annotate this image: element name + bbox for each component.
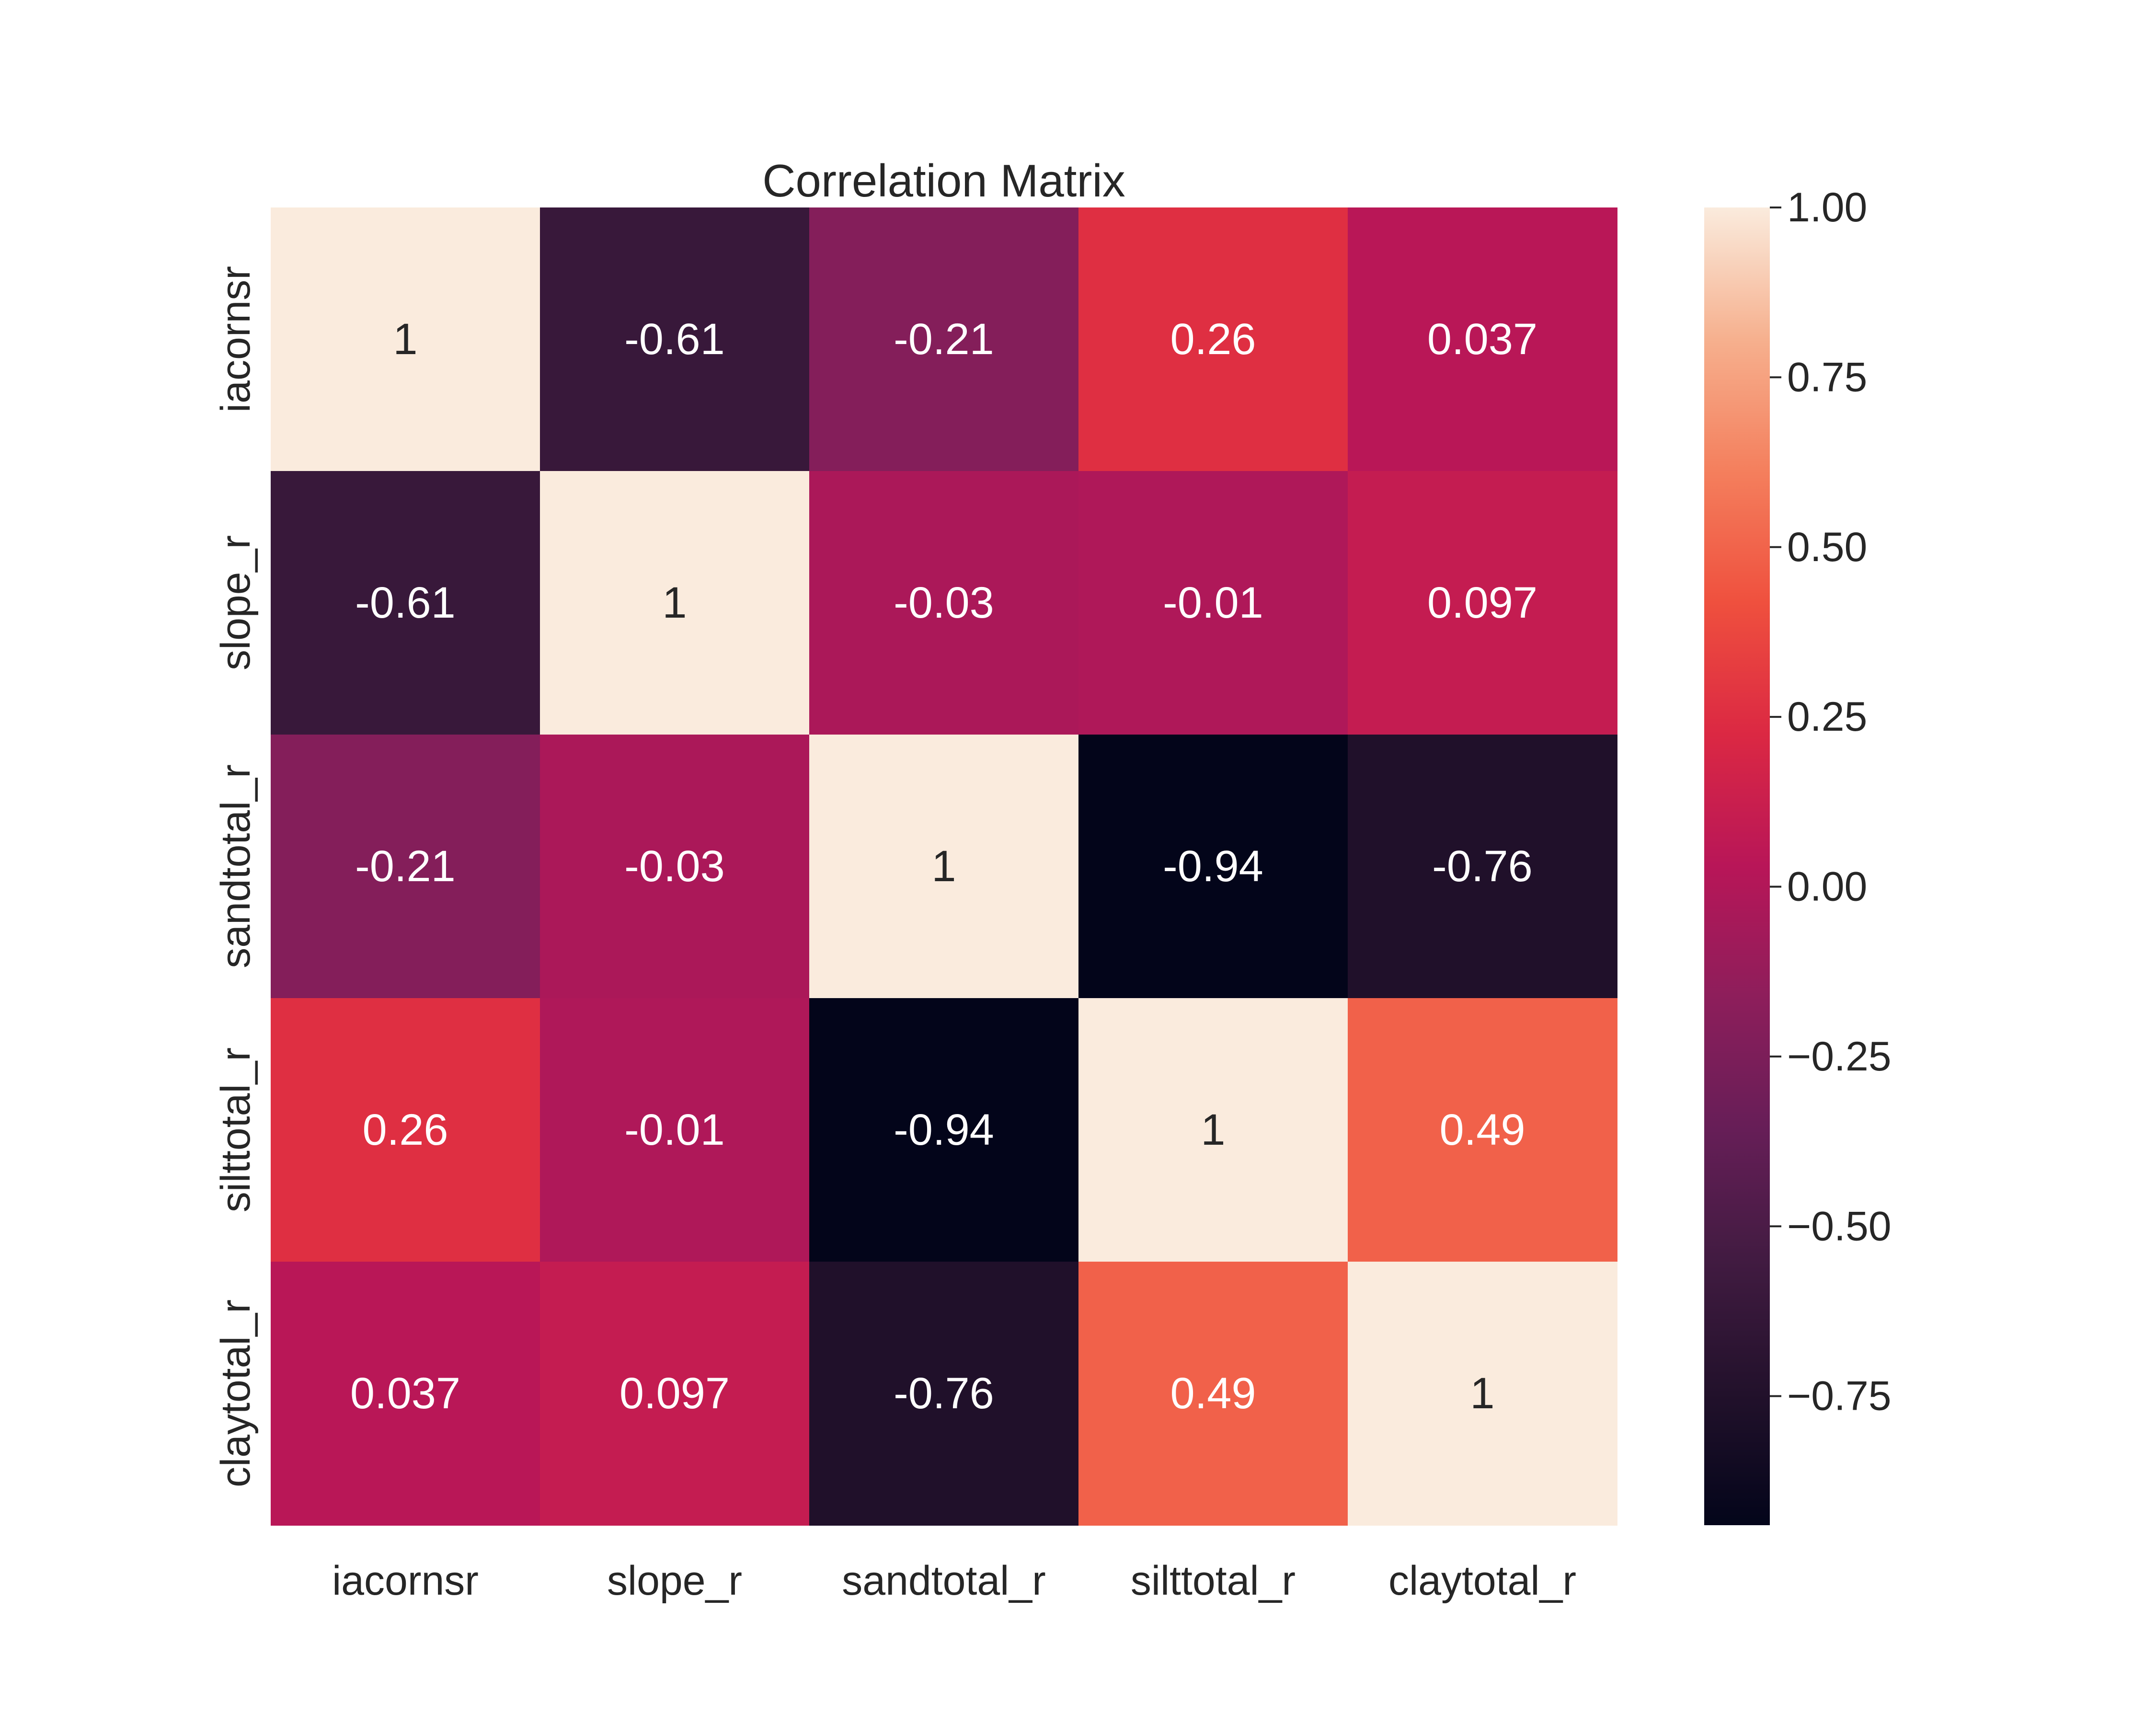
y-tick-label: claytotal_r [213, 1300, 259, 1487]
heatmap-cell-label: -0.21 [355, 842, 456, 891]
heatmap-cell [1078, 1262, 1348, 1526]
heatmap-cell [540, 207, 810, 472]
heatmap-cell [1348, 471, 1617, 735]
x-tick-label: silttotal_r [1131, 1558, 1296, 1604]
heatmap-cell [271, 1262, 540, 1526]
colorbar-tick-label: −0.75 [1787, 1373, 1892, 1419]
heatmap-cell-label: -0.01 [624, 1105, 725, 1154]
colorbar-tick-label: 0.25 [1787, 694, 1867, 740]
heatmap-cell-label: 0.26 [362, 1105, 448, 1154]
heatmap-cell-label: 1 [393, 315, 417, 364]
colorbar: 1.00 0.75 0.50 0.25 0.00 −0.25 −0.50 −0.75 [1704, 184, 1892, 1525]
heatmap-cell [1078, 207, 1348, 472]
x-tick-label: slope_r [607, 1558, 742, 1604]
y-tick-label: silttotal_r [213, 1047, 259, 1212]
heatmap-cell [1348, 735, 1617, 999]
colorbar-tick-label: 0.50 [1787, 524, 1867, 570]
heatmap-cell-label: 0.49 [1439, 1105, 1525, 1154]
heatmap-cell [540, 1262, 810, 1526]
heatmap-cell [1348, 207, 1617, 472]
heatmap-cell-label: -0.03 [624, 842, 725, 891]
heatmap-cell [540, 735, 810, 999]
y-tick-label: sandtotal_r [213, 764, 259, 968]
heatmap-cell-label: -0.61 [355, 578, 456, 627]
heatmap-cell [271, 735, 540, 999]
heatmap-cell [540, 471, 810, 735]
heatmap-cell [809, 207, 1079, 472]
heatmap-cell [809, 1262, 1079, 1526]
heatmap-cell-label: 0.097 [1427, 578, 1537, 627]
heatmap-cell-label: 0.097 [619, 1369, 730, 1418]
colorbar-tick-label: 1.00 [1787, 184, 1867, 230]
colorbar-tick-label: −0.25 [1787, 1034, 1892, 1080]
heatmap-cell-label: -0.94 [894, 1105, 994, 1154]
heatmap-cell-label: -0.76 [1432, 842, 1533, 891]
heatmap-cell-label: 1 [1470, 1369, 1494, 1418]
colorbar-tick-label: −0.50 [1787, 1203, 1892, 1249]
colorbar-ticks: 1.00 0.75 0.50 0.25 0.00 −0.25 −0.50 −0.75 [1770, 184, 1892, 1419]
heatmap-cell-label: -0.01 [1163, 578, 1263, 627]
x-tick-label: sandtotal_r [842, 1558, 1046, 1604]
heatmap-cell [271, 471, 540, 735]
heatmap-cell [271, 207, 540, 472]
heatmap-cell [809, 471, 1079, 735]
x-axis-tick-labels: iacornsr slope_r sandtotal_r silttotal_r cla… [332, 1558, 1576, 1604]
heatmap-cell [540, 998, 810, 1262]
heatmap-cell-labels: 1 -0.61 -0.21 0.26 0.037 -0.61 1 -0.03 -0.01 0.09… [350, 315, 1537, 1418]
heatmap-cell-label: 1 [931, 842, 956, 891]
heatmap-cell [1078, 998, 1348, 1262]
x-tick-label: iacornsr [332, 1558, 479, 1604]
heatmap-cell [1078, 471, 1348, 735]
heatmap-cell [271, 998, 540, 1262]
colorbar-gradient [1704, 207, 1770, 1525]
heatmap-cell-label: 1 [662, 578, 687, 627]
heatmap-cell-label: -0.94 [1163, 842, 1263, 891]
heatmap-cell-label: 0.49 [1170, 1369, 1256, 1418]
x-tick-label: claytotal_r [1388, 1558, 1576, 1604]
heatmap-cell-label: -0.03 [894, 578, 994, 627]
heatmap-cell [809, 735, 1079, 999]
heatmap-cell-label: -0.76 [894, 1369, 994, 1418]
heatmap-cell-label: 0.037 [1427, 315, 1537, 364]
y-tick-label: iacornsr [213, 266, 259, 413]
heatmap-cell-label: -0.61 [624, 315, 725, 364]
heatmap-cell [809, 998, 1079, 1262]
heatmap-cell [1348, 1262, 1617, 1526]
chart-title: Correlation Matrix [762, 155, 1125, 207]
heatmap-cell-label: 0.26 [1170, 315, 1256, 364]
heatmap-cell [1078, 735, 1348, 999]
y-tick-label: slope_r [213, 535, 259, 670]
colorbar-tick-label: 0.75 [1787, 354, 1867, 400]
heatmap-cell-label: 1 [1201, 1105, 1225, 1154]
heatmap-cell-label: 0.037 [350, 1369, 460, 1418]
y-axis-tick-labels: iacornsr slope_r sandtotal_r silttotal_rcla… [213, 266, 259, 1487]
colorbar-tick-label: 0.00 [1787, 864, 1867, 910]
heatmap-cells [271, 207, 1617, 1526]
heatmap-cell-label: -0.21 [894, 315, 994, 364]
heatmap-cell [1348, 998, 1617, 1262]
